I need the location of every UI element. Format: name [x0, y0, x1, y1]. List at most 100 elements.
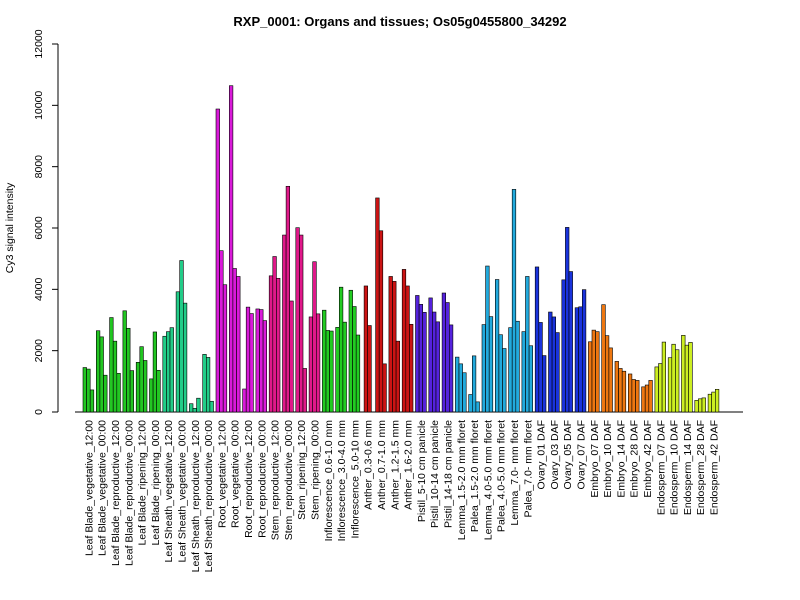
bar	[169, 327, 174, 413]
bar	[179, 260, 184, 413]
bars	[82, 85, 720, 413]
bar	[109, 317, 114, 413]
x-tick-label: Leaf Sheath_reproductive_12:00	[190, 420, 202, 573]
x-tick-label: Leaf Sheath_vegetative_00:00	[177, 420, 189, 563]
bar	[166, 331, 171, 413]
bar	[422, 312, 427, 413]
bar	[542, 355, 547, 413]
x-tick-label: Anther_1.2-1.5 mm	[389, 420, 401, 510]
x-tick-label: Endosperm_10 DAF	[669, 420, 681, 515]
bar	[112, 340, 118, 413]
x-tick-label: Leaf Sheath_vegetative_12:00	[163, 420, 175, 563]
bar	[382, 363, 387, 413]
bar	[631, 379, 636, 413]
x-tick-label: Embryo_10 DAF	[602, 420, 614, 498]
bar	[245, 306, 251, 413]
bar	[156, 369, 161, 413]
bar	[488, 316, 494, 413]
bar	[315, 313, 321, 413]
bar	[302, 368, 307, 413]
bar	[714, 389, 720, 413]
bar	[409, 323, 414, 413]
bar	[694, 400, 699, 413]
bar	[641, 386, 646, 413]
bar	[515, 320, 520, 413]
bar	[468, 394, 473, 413]
bar	[375, 197, 380, 413]
y-tick-label: 4000	[33, 277, 45, 301]
bar	[601, 304, 606, 413]
bar	[282, 234, 287, 413]
bar	[648, 380, 653, 413]
x-tick-label: Anther_0.3-0.6 mm	[363, 420, 375, 510]
bar	[215, 108, 220, 413]
bar	[96, 330, 101, 413]
y-tick-label: 12000	[33, 29, 45, 58]
bar	[614, 361, 619, 413]
bar	[143, 360, 148, 413]
bar	[548, 311, 553, 413]
bar	[418, 304, 424, 413]
bar	[285, 185, 291, 413]
bar	[462, 372, 467, 413]
bar	[588, 341, 593, 413]
bar	[268, 275, 274, 413]
y-tick-label: 8000	[33, 155, 45, 179]
x-tick-label: Ovary_05 DAF	[562, 420, 574, 489]
bar	[707, 393, 712, 413]
bar	[299, 234, 304, 413]
x-tick-label: Root_vegetative_12:00	[216, 420, 228, 528]
bar	[272, 256, 277, 413]
bar	[455, 356, 460, 413]
x-tick-label: Inflorescence_3.0-4.0 mm	[336, 420, 348, 542]
bar	[209, 400, 214, 413]
bar	[388, 276, 393, 413]
y-tick-label: 6000	[33, 216, 45, 240]
bar	[322, 309, 327, 413]
x-tick-label: Ovary_03 DAF	[549, 420, 561, 489]
bar	[202, 354, 207, 413]
x-tick-label: Inflorescence_0.6-1.0 mm	[323, 420, 335, 542]
bar	[395, 340, 401, 413]
bar	[498, 334, 503, 413]
x-tick-label: Root_vegetative_00:00	[230, 420, 242, 528]
bar	[162, 335, 167, 413]
bar	[561, 279, 566, 413]
x-tick-label: Lemma_1.5-2.0 mm floret	[456, 420, 468, 540]
bar	[565, 227, 570, 413]
bar	[126, 327, 131, 413]
bar	[494, 279, 500, 413]
bar	[378, 230, 384, 413]
y-tick-label: 10000	[33, 91, 45, 120]
x-tick-label: Anther_1.6-2.0 mm	[403, 420, 415, 510]
x-tick-label: Leaf Blade_reproductive_00:00	[123, 420, 135, 566]
y-tick-label: 2000	[33, 339, 45, 363]
bar	[196, 397, 201, 413]
bar	[538, 322, 543, 413]
bar	[335, 327, 340, 413]
x-tick-label: Root_reproductive_12:00	[243, 420, 255, 538]
x-tick-label: Pistil_14-18 cm panicle	[443, 420, 455, 528]
bar	[276, 277, 281, 413]
y-tick-label: 0	[33, 409, 45, 415]
x-tick-labels: Leaf Blade_vegetative_12:00 Leaf Blade_ve…	[83, 420, 720, 573]
bar	[581, 289, 587, 413]
bar	[711, 391, 716, 413]
bar	[458, 363, 463, 413]
bar	[658, 363, 663, 413]
bar	[502, 348, 507, 413]
bar	[578, 306, 583, 413]
bar	[415, 295, 420, 413]
bar	[86, 368, 91, 413]
bar	[667, 357, 673, 413]
bar	[175, 291, 181, 413]
bar	[595, 331, 600, 413]
x-tick-label: Embryo_07 DAF	[589, 420, 601, 498]
bar	[591, 329, 596, 413]
x-tick-label: Leaf Blade_reproductive_12:00	[110, 420, 122, 566]
x-tick-label: Lemma_7.0- mm floret	[509, 420, 521, 526]
bar	[485, 265, 490, 413]
bar	[654, 366, 659, 413]
bar	[342, 321, 347, 413]
